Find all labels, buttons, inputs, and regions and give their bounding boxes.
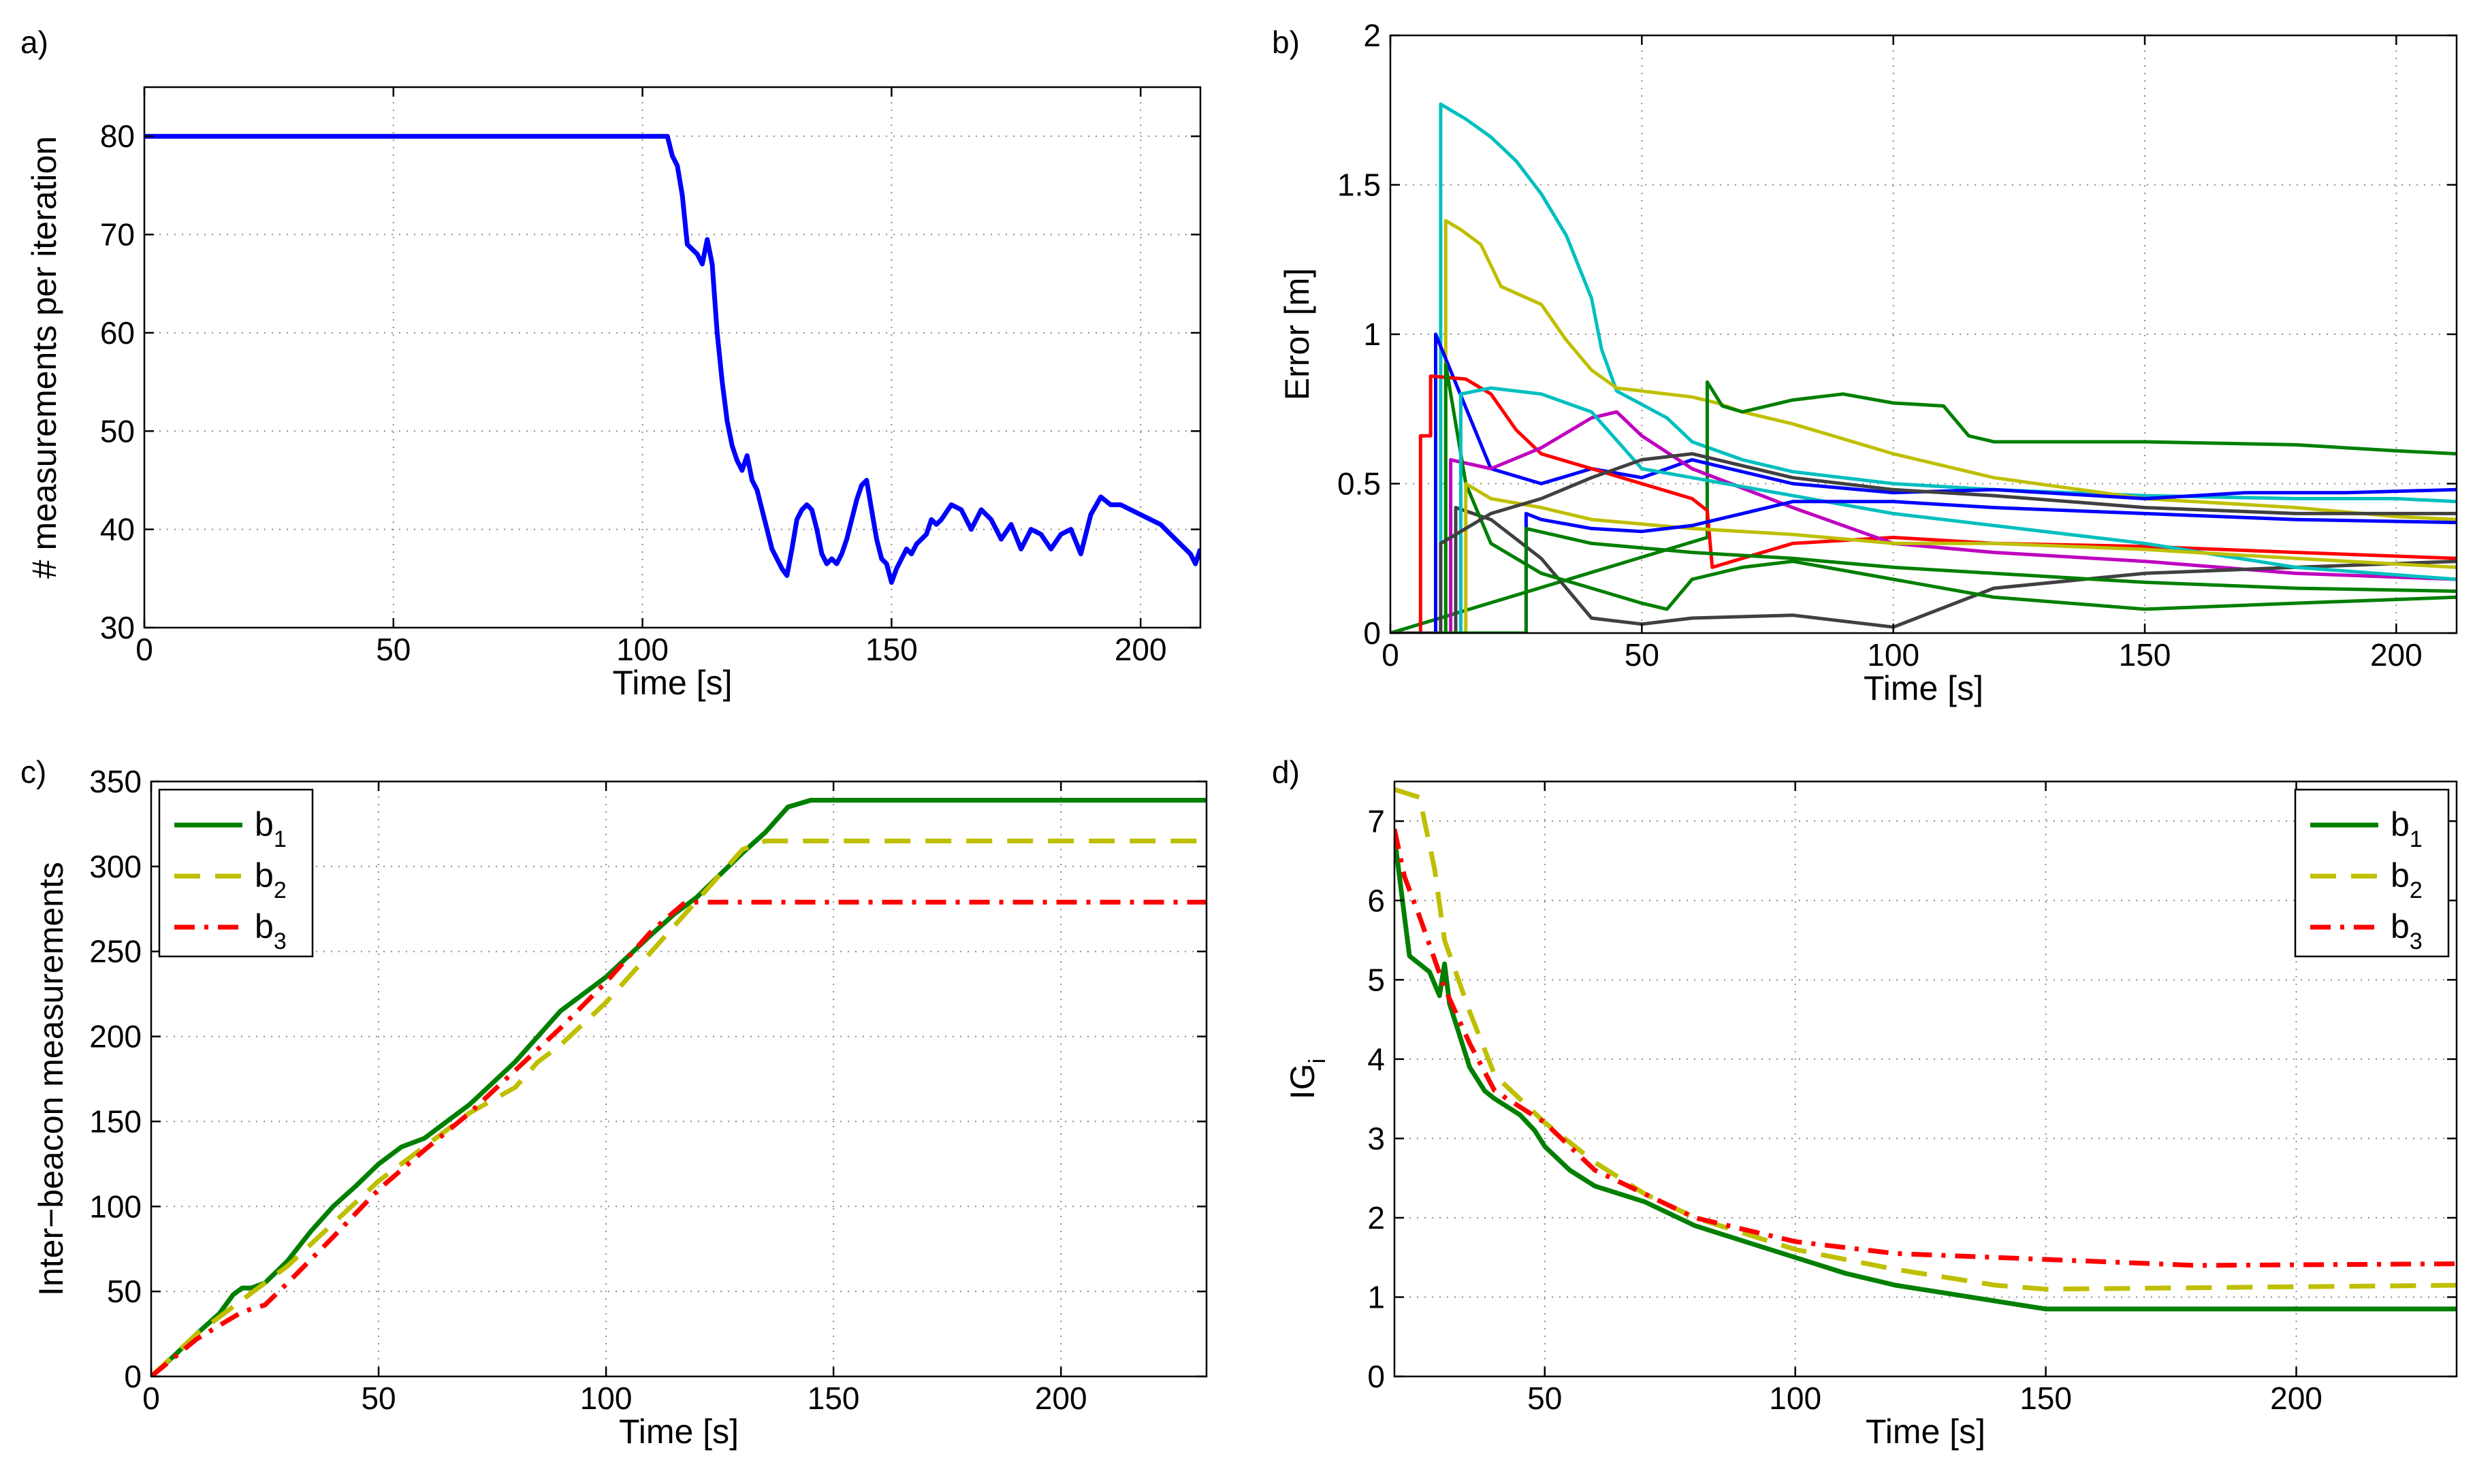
series-line-beacon-13 <box>1390 452 2457 633</box>
x-tick-label: 100 <box>580 1381 633 1416</box>
x-tick-label: 50 <box>1625 637 1659 673</box>
y-tick-label: 40 <box>100 512 135 547</box>
legend-box <box>2294 788 2450 958</box>
x-axis-label: Time [s] <box>613 664 733 702</box>
legend-box <box>158 788 314 958</box>
x-tick-label: 50 <box>376 632 411 667</box>
legend-label-subscript: 2 <box>274 877 287 903</box>
series-line-beacon-3 <box>1390 380 2457 633</box>
y-tick-label: 4 <box>1367 1042 1385 1077</box>
chart-panel-a: 0 50 100 150 200 30 40 50 60 70 80 Time [s] # measur… <box>20 25 1202 702</box>
x-tick-label: 100 <box>1769 1381 1821 1416</box>
y-tick-label: 30 <box>100 610 135 645</box>
y-tick-label: 1.5 <box>1337 167 1381 203</box>
x-tick-label: 150 <box>808 1381 860 1416</box>
y-tick-label: 0 <box>1363 615 1381 651</box>
series-line-measurements <box>144 133 1200 585</box>
y-tick-label: 200 <box>89 1019 142 1054</box>
x-axis-label: Time [s] <box>1866 1413 1985 1451</box>
x-tick-label: 150 <box>865 632 918 667</box>
y-tick-label: 5 <box>1367 962 1385 997</box>
x-tick-label: 200 <box>2370 637 2423 673</box>
x-tick-label: 50 <box>361 1381 396 1416</box>
x-axis-label: Time [s] <box>619 1413 739 1451</box>
series-line-b2 <box>1394 787 2457 1292</box>
y-tick-label: 0 <box>124 1359 142 1394</box>
legend-label-subscript: 2 <box>2410 877 2423 903</box>
x-tick-label: 100 <box>616 632 669 667</box>
y-tick-label: 2 <box>1363 18 1381 53</box>
panel-label: b) <box>1272 25 1300 60</box>
chart-panel-c: 0 50 100 150 200 0 50 100 150 200 250 300 350 Time [s… <box>20 754 1208 1451</box>
axes-box <box>150 780 1208 1378</box>
y-axis-label: # measurements per iteration <box>25 136 63 579</box>
panel-label: c) <box>20 754 46 790</box>
axes-box <box>143 86 1202 629</box>
y-tick-label: 60 <box>100 315 135 351</box>
y-tick-label: 80 <box>100 118 135 154</box>
legend-label-subscript: 3 <box>274 929 287 954</box>
series-line-beacon-9 <box>1390 386 2457 633</box>
series-line-b2 <box>151 838 1207 1376</box>
legend-label-subscript: 3 <box>2410 929 2423 954</box>
y-tick-label: 300 <box>89 849 142 884</box>
y-tick-label: 1 <box>1363 317 1381 352</box>
series-line-beacon-2 <box>1390 219 2457 633</box>
series-line-beacon-12 <box>1390 526 2457 633</box>
x-tick-label: 200 <box>1115 632 1167 667</box>
y-tick-label: 50 <box>107 1274 142 1309</box>
y-tick-label: 350 <box>89 764 142 799</box>
series-group <box>1394 787 2457 1312</box>
y-tick-label: 3 <box>1367 1120 1385 1156</box>
chart-panel-b: 0 50 100 150 200 0 0.5 1 1.5 2 Time [s] Error [m] b) <box>1272 18 2458 707</box>
axes-box <box>1393 780 2458 1378</box>
y-tick-label: 70 <box>100 217 135 253</box>
series-line-beacon-6 <box>1390 410 2457 633</box>
y-tick-label: 0 <box>1367 1359 1385 1394</box>
x-tick-label: 200 <box>1035 1381 1087 1416</box>
x-axis-label: Time [s] <box>1864 669 1983 707</box>
x-tick-label: 200 <box>2270 1381 2322 1416</box>
y-axis-label: Inter−beacon measurements <box>32 862 70 1296</box>
y-tick-label: 0.5 <box>1337 466 1381 502</box>
x-tick-label: 0 <box>1382 637 1399 673</box>
series-group <box>1390 102 2457 633</box>
y-tick-label: 50 <box>100 413 135 449</box>
x-tick-label: 150 <box>2119 637 2171 673</box>
panel-label: a) <box>20 25 48 60</box>
y-tick-label: 2 <box>1367 1200 1385 1236</box>
x-tick-label: 50 <box>1527 1381 1562 1416</box>
y-tick-label: 1 <box>1367 1279 1385 1314</box>
legend-label-subscript: 1 <box>274 826 287 852</box>
series-group <box>144 133 1200 585</box>
panel-label: d) <box>1272 754 1300 790</box>
x-tick-label: 150 <box>2019 1381 2072 1416</box>
series-line-beacon-10 <box>1390 482 2457 633</box>
y-tick-label: 100 <box>89 1189 142 1224</box>
series-line-b3 <box>151 899 1207 1376</box>
series-line-b1 <box>1394 837 2457 1312</box>
series-line-b1 <box>151 798 1207 1376</box>
x-tick-label: 100 <box>1867 637 1919 673</box>
y-tick-label: 150 <box>89 1103 142 1139</box>
series-group <box>151 798 1207 1376</box>
y-axis-label: IGi <box>1283 1059 1330 1099</box>
x-tick-label: 0 <box>142 1381 160 1416</box>
series-line-b3 <box>1394 828 2457 1268</box>
x-tick-label: 0 <box>135 632 153 667</box>
y-tick-label: 7 <box>1367 803 1385 839</box>
y-tick-label: 250 <box>89 934 142 969</box>
y-tick-label: 6 <box>1367 883 1385 918</box>
series-line-beacon-11 <box>1390 500 2457 633</box>
y-axis-label-subscript: i <box>1305 1059 1330 1064</box>
legend-label-subscript: 1 <box>2410 826 2423 852</box>
y-axis-label: Error [m] <box>1278 268 1316 400</box>
